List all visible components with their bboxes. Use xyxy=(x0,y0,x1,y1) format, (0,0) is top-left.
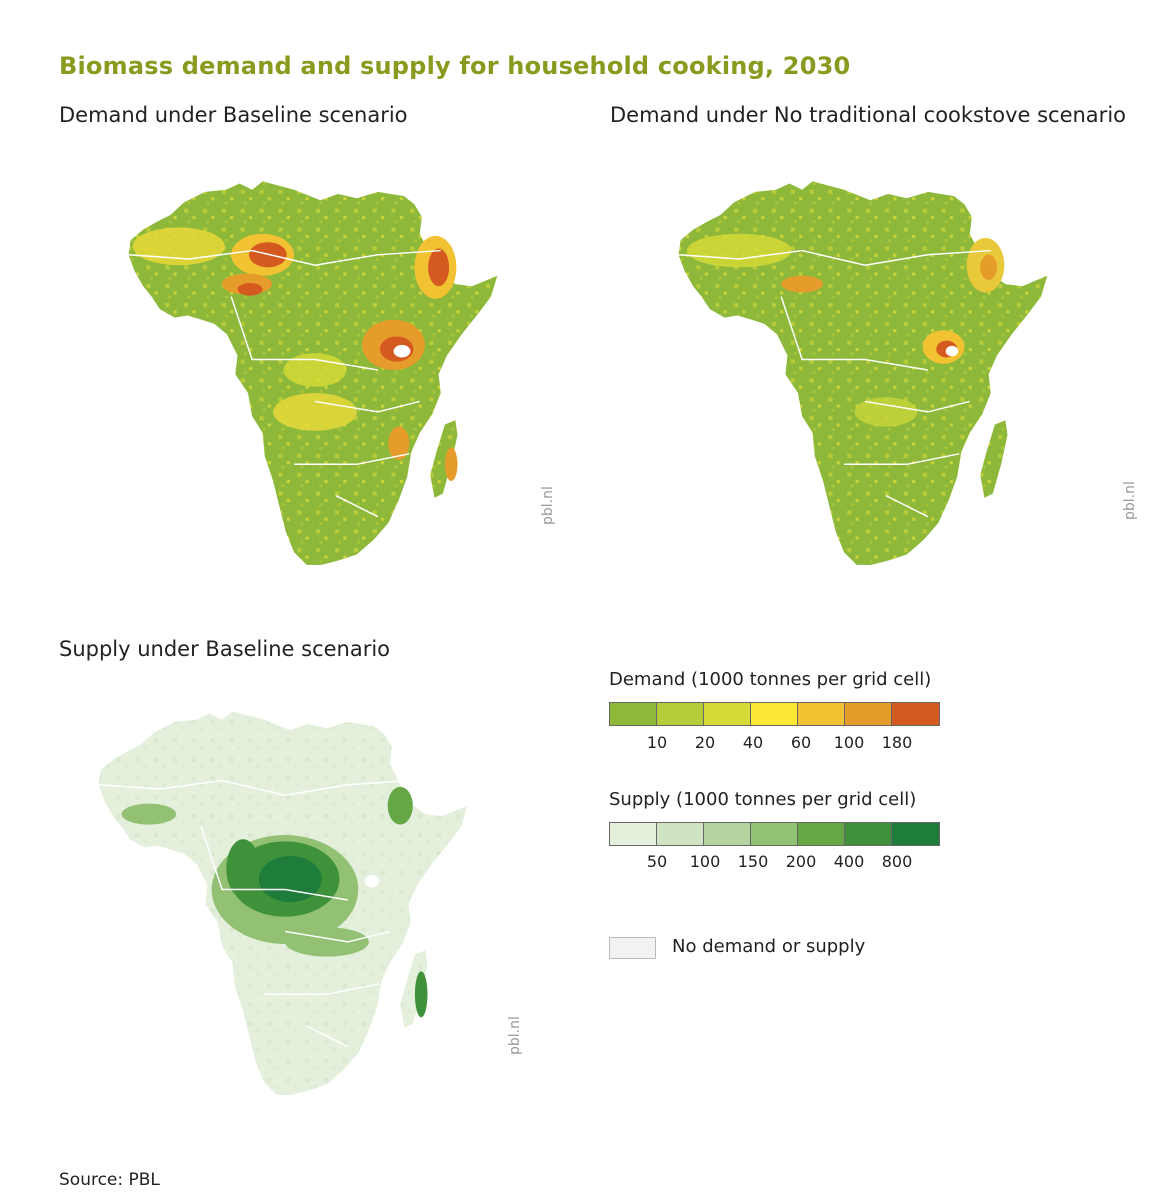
demand-swatch xyxy=(798,703,845,725)
legend-demand-title: Demand (1000 tonnes per grid cell) xyxy=(609,669,932,690)
supply-swatch xyxy=(798,823,845,845)
supply-tick: 200 xyxy=(785,852,817,871)
demand-tick: 40 xyxy=(742,733,764,752)
supply-swatch xyxy=(751,823,798,845)
map-baseline-supply xyxy=(98,711,468,1095)
demand-swatch xyxy=(657,703,704,725)
supply-tick: 800 xyxy=(881,852,913,871)
demand-swatch xyxy=(751,703,798,725)
legend-supply-swatches xyxy=(609,822,940,846)
credit-baseline-supply: pbl.nl xyxy=(507,1016,523,1055)
chart-title: Biomass demand and supply for household … xyxy=(59,52,851,80)
demand-swatch xyxy=(704,703,751,725)
supply-tick: 100 xyxy=(689,852,721,871)
supply-swatch xyxy=(704,823,751,845)
panel-title-baseline-supply: Supply under Baseline scenario xyxy=(59,637,391,661)
legend-demand-swatches xyxy=(609,702,940,726)
demand-swatch xyxy=(892,703,939,725)
supply-swatch xyxy=(892,823,939,845)
source-note: Source: PBL xyxy=(59,1170,160,1190)
demand-swatch xyxy=(845,703,892,725)
demand-tick: 60 xyxy=(790,733,812,752)
map-no-traditional-demand xyxy=(678,181,1048,565)
panel-title-baseline-demand: Demand under Baseline scenario xyxy=(59,103,408,127)
demand-tick: 100 xyxy=(833,733,865,752)
supply-tick: 150 xyxy=(737,852,769,871)
credit-no-traditional-demand: pbl.nl xyxy=(1122,481,1138,520)
demand-tick: 10 xyxy=(646,733,668,752)
map-baseline-demand xyxy=(128,181,498,565)
supply-swatch xyxy=(610,823,657,845)
demand-tick: 180 xyxy=(881,733,913,752)
supply-swatch xyxy=(845,823,892,845)
demand-tick: 20 xyxy=(694,733,716,752)
supply-tick: 400 xyxy=(833,852,865,871)
supply-tick: 50 xyxy=(646,852,668,871)
legend-nodata-label: No demand or supply xyxy=(672,936,866,957)
demand-swatch xyxy=(610,703,657,725)
credit-baseline-demand: pbl.nl xyxy=(540,486,556,525)
legend-nodata-swatch xyxy=(609,937,656,959)
panel-title-no-traditional-demand: Demand under No traditional cookstove sc… xyxy=(610,103,1126,127)
supply-swatch xyxy=(657,823,704,845)
legend-supply-title: Supply (1000 tonnes per grid cell) xyxy=(609,789,917,810)
